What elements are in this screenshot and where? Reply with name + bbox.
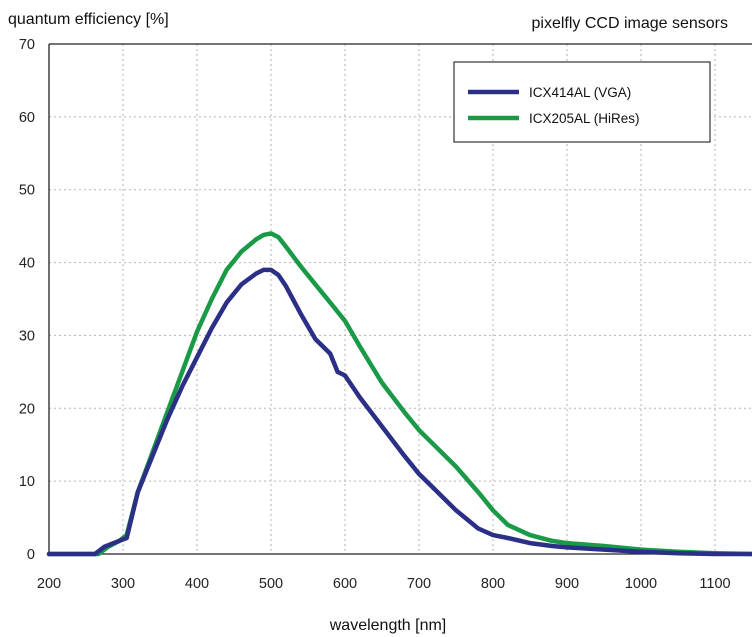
tick-labels: 200 300 400 500 600 700 800 900 1000 1100 0 10 20 30 4… (19, 37, 731, 592)
x-tick-label: 1000 (625, 576, 657, 592)
y-tick-label: 30 (19, 328, 35, 344)
x-tick-label: 600 (333, 576, 357, 592)
y-tick-label: 20 (19, 401, 35, 417)
x-tick-label: 700 (407, 576, 431, 592)
series-line-icx414al (46, 267, 752, 557)
legend-label-icx205al: ICX205AL (HiRes) (529, 111, 640, 126)
x-tick-label: 400 (185, 576, 209, 592)
x-tick-label: 200 (37, 576, 61, 592)
y-axis-title: quantum efficiency [%] (8, 11, 169, 28)
axes (48, 43, 752, 555)
y-tick-label: 70 (19, 37, 35, 53)
legend: ICX414AL (VGA) ICX205AL (HiRes) (453, 61, 711, 143)
y-tick-label: 40 (19, 256, 35, 272)
x-tick-label: 800 (481, 576, 505, 592)
x-tick-label: 500 (259, 576, 283, 592)
y-tick-label: 10 (19, 474, 35, 490)
series-line-icx205al (46, 231, 752, 557)
legend-label-icx414al: ICX414AL (VGA) (529, 85, 631, 100)
legend-box (453, 61, 711, 143)
x-tick-label: 1100 (699, 576, 730, 592)
x-axis-title: wavelength [nm] (329, 617, 447, 634)
y-tick-label: 50 (19, 183, 35, 199)
y-tick-label: 60 (19, 110, 35, 126)
series-lines (46, 231, 752, 557)
x-tick-label: 900 (555, 576, 579, 592)
chart-title: pixelfly CCD image sensors (531, 15, 728, 32)
x-tick-label: 300 (111, 576, 135, 592)
y-tick-label: 0 (27, 547, 35, 563)
